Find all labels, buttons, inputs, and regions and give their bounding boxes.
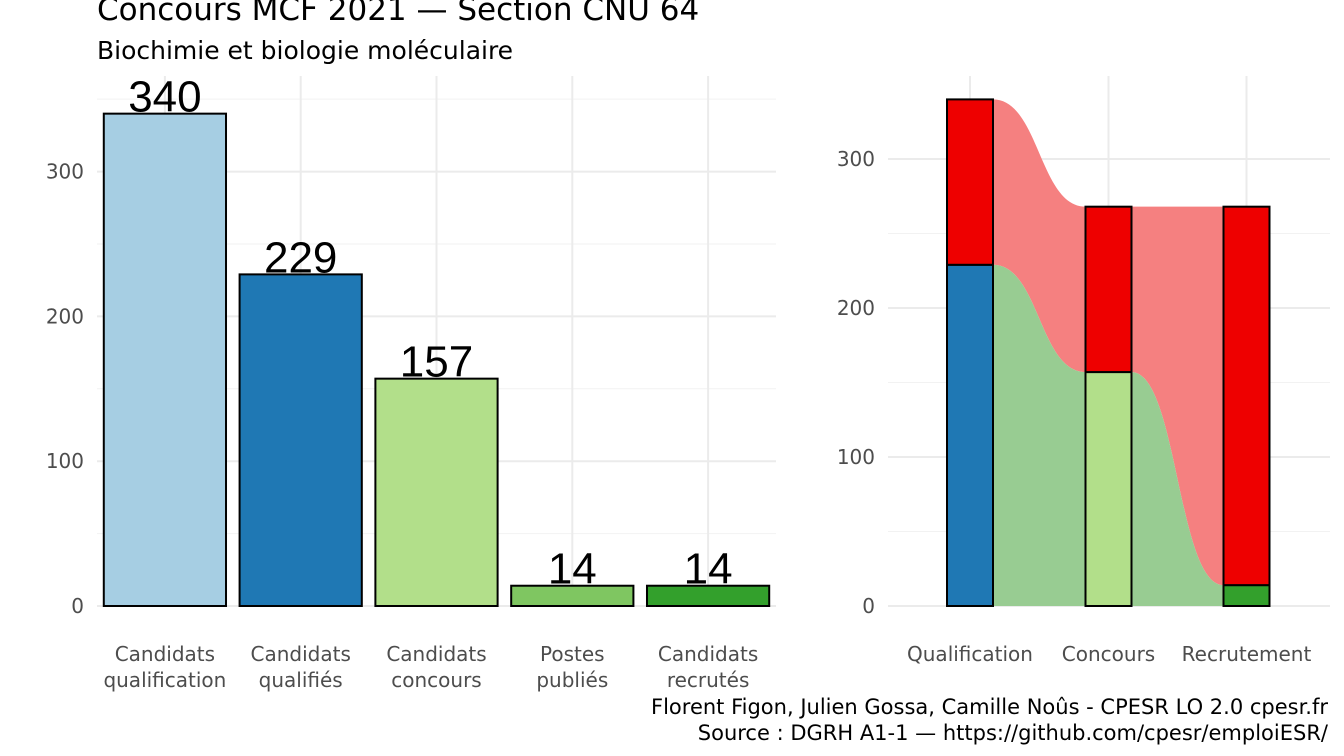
- page-subtitle: Biochimie et biologie moléculaire: [97, 36, 514, 65]
- stacked-bar-rejected: [946, 98, 994, 266]
- x-tick-label: concours: [391, 668, 481, 692]
- caption-source: Source : DGRH A1-1 — https://github.com/…: [697, 721, 1328, 745]
- x-tick-label: publiés: [536, 668, 608, 692]
- bar-value-label: 14: [548, 545, 597, 594]
- stacked-bar-rejected: [1222, 205, 1271, 587]
- y-tick-label: 0: [71, 594, 84, 618]
- y-tick-label: 100: [46, 449, 84, 473]
- x-tick-label: Candidats: [386, 642, 486, 666]
- bar-value-label: 340: [128, 73, 201, 122]
- bar: [645, 584, 771, 607]
- flow-rejected: [1131, 206, 1224, 586]
- y-tick-label: 300: [837, 147, 875, 171]
- bar: [102, 112, 228, 608]
- bar-value-label: 229: [264, 233, 337, 282]
- y-tick-label: 200: [46, 304, 84, 328]
- flow-retained: [1131, 372, 1224, 606]
- bar-value-label: 14: [684, 545, 733, 594]
- y-tick-label: 300: [46, 160, 84, 184]
- x-tick-label: Recrutement: [1182, 642, 1312, 666]
- caption: Florent Figon, Julien Gossa, Camille Noû…: [651, 694, 1328, 746]
- y-tick-label: 0: [862, 594, 875, 618]
- y-tick-label: 200: [837, 296, 875, 320]
- bar: [374, 377, 499, 607]
- flow-rejected: [993, 99, 1086, 373]
- y-tick-label: 100: [837, 445, 875, 469]
- x-tick-label: Candidats: [658, 642, 758, 666]
- x-tick-label: Candidats: [115, 642, 215, 666]
- x-tick-label: recrutés: [667, 668, 750, 692]
- x-tick-label: Qualification: [907, 642, 1033, 666]
- bar: [510, 584, 635, 607]
- x-tick-label: qualifiés: [259, 668, 343, 692]
- stacked-bar-retained: [1084, 371, 1133, 607]
- stacked-bar-rejected: [1084, 205, 1133, 374]
- bar-value-label: 157: [400, 338, 473, 387]
- x-tick-label: Postes: [540, 642, 605, 666]
- page-title: Concours MCF 2021 — Section CNU 64: [97, 0, 700, 28]
- stacked-bar-retained: [946, 263, 994, 607]
- bar: [238, 273, 363, 607]
- flow-retained: [993, 264, 1086, 606]
- caption-credits: Florent Figon, Julien Gossa, Camille Noû…: [651, 695, 1328, 719]
- stacked-bar-retained: [1222, 584, 1271, 608]
- x-tick-label: Candidats: [251, 642, 351, 666]
- x-tick-label: Concours: [1062, 642, 1155, 666]
- x-tick-label: qualification: [103, 668, 226, 692]
